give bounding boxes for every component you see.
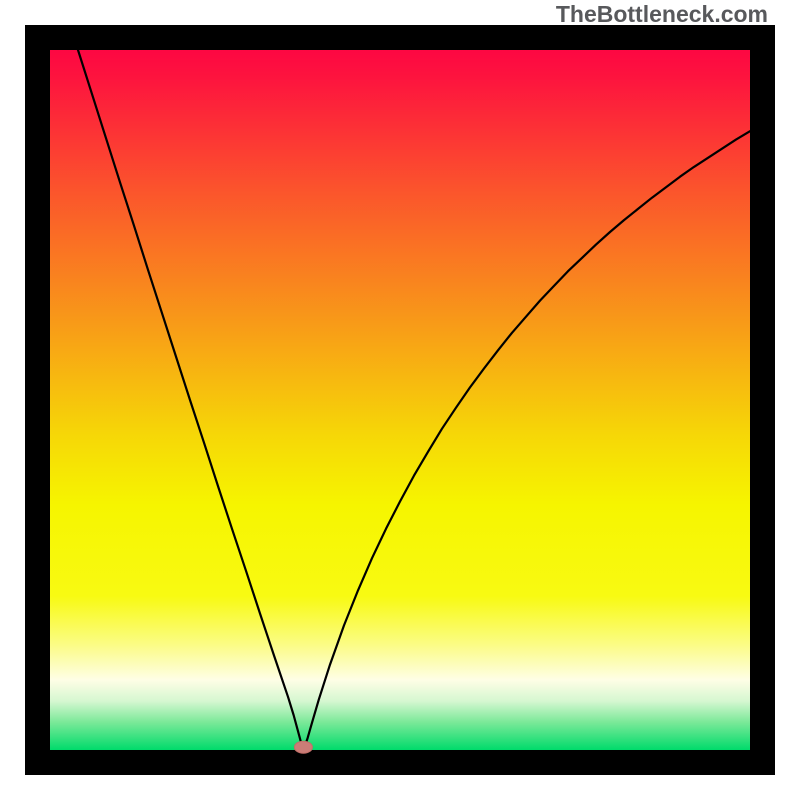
frame-left <box>25 25 50 775</box>
plot-area <box>50 50 750 750</box>
bottleneck-chart: TheBottleneck.com <box>0 0 800 800</box>
frame-top <box>25 25 775 50</box>
watermark-text: TheBottleneck.com <box>556 1 768 28</box>
frame-bottom <box>25 750 775 775</box>
frame-right <box>750 25 775 775</box>
